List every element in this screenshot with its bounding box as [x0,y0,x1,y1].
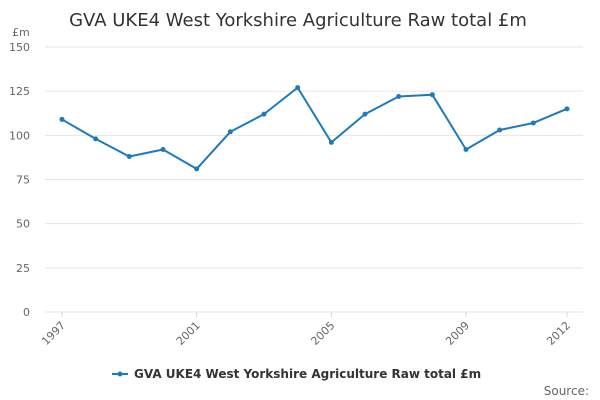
data-point[interactable] [362,111,368,117]
legend-marker-icon [117,371,123,377]
x-tick-label: 2001 [174,319,203,348]
series-group [59,85,570,172]
y-tick-label: 75 [16,174,30,187]
y-axis-unit: £m [12,26,30,39]
gridlines [45,46,583,313]
x-tick-label: 1997 [39,319,68,348]
chart-title: GVA UKE4 West Yorkshire Agriculture Raw … [69,10,527,31]
y-tick-label: 0 [23,306,30,319]
data-point[interactable] [93,136,99,142]
data-point[interactable] [160,146,166,152]
data-point[interactable] [497,127,503,133]
data-point[interactable] [564,106,570,112]
credits[interactable]: Source: [544,384,589,398]
y-tick-label: 100 [9,129,30,142]
x-axis-ticks: 1997 2001 2005 2009 2012 [39,312,573,348]
data-point[interactable] [530,120,536,126]
x-tick-label: 2012 [544,319,573,348]
data-point[interactable] [429,92,435,98]
legend-label: GVA UKE4 West Yorkshire Agriculture Raw … [134,367,481,381]
data-point[interactable] [328,139,334,145]
y-axis-ticks: 0 25 50 75 100 125 150 [9,41,30,319]
x-tick-label: 2005 [308,319,337,348]
x-tick-label: 2009 [443,319,472,348]
y-tick-label: 150 [9,41,30,54]
series-line [61,86,568,170]
legend[interactable]: GVA UKE4 West Yorkshire Agriculture Raw … [112,367,481,381]
data-point[interactable] [463,146,469,152]
data-point[interactable] [261,111,267,117]
y-tick-label: 25 [16,262,30,275]
data-point[interactable] [295,85,301,91]
data-point[interactable] [126,154,132,160]
data-point[interactable] [59,116,65,122]
y-tick-label: 50 [16,218,30,231]
data-point[interactable] [396,93,402,99]
data-point[interactable] [194,166,200,172]
y-tick-label: 125 [9,85,30,98]
data-point[interactable] [227,129,233,135]
